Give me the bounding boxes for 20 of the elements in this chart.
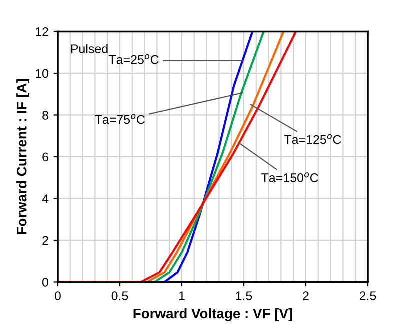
y-tick-label: 10 bbox=[36, 69, 48, 78]
annotation: Ta=75$^{o}$C bbox=[95, 114, 145, 124]
x-tick-label: 1 bbox=[179, 292, 185, 300]
x-tick-label: 2 bbox=[303, 292, 309, 300]
y-tick-label: 8 bbox=[42, 111, 48, 120]
x-axis-title: Forward Voltage : VF [V] bbox=[134, 308, 292, 322]
x-tick-label: 0.5 bbox=[112, 292, 128, 300]
y-tick-label: 2 bbox=[42, 236, 48, 246]
y-tick-label: 4 bbox=[42, 194, 49, 204]
annotation: Ta=150$^{o}$C bbox=[262, 172, 318, 182]
annotation: Ta=25$^{o}$C bbox=[108, 54, 159, 64]
y-tick-label: 6 bbox=[42, 152, 48, 162]
x-tick-label: 1.5 bbox=[236, 292, 252, 300]
x-tick-label: 0 bbox=[55, 292, 61, 300]
annotation: Pulsed bbox=[71, 44, 108, 54]
y-tick-label: 12 bbox=[36, 28, 48, 36]
x-tick-label: 2.5 bbox=[360, 292, 376, 300]
y-axis-title: Forward Current : IF [A] bbox=[16, 79, 30, 234]
annotation: Ta=125$^{o}$C bbox=[284, 134, 342, 144]
y-tick-label: 0 bbox=[42, 278, 48, 287]
